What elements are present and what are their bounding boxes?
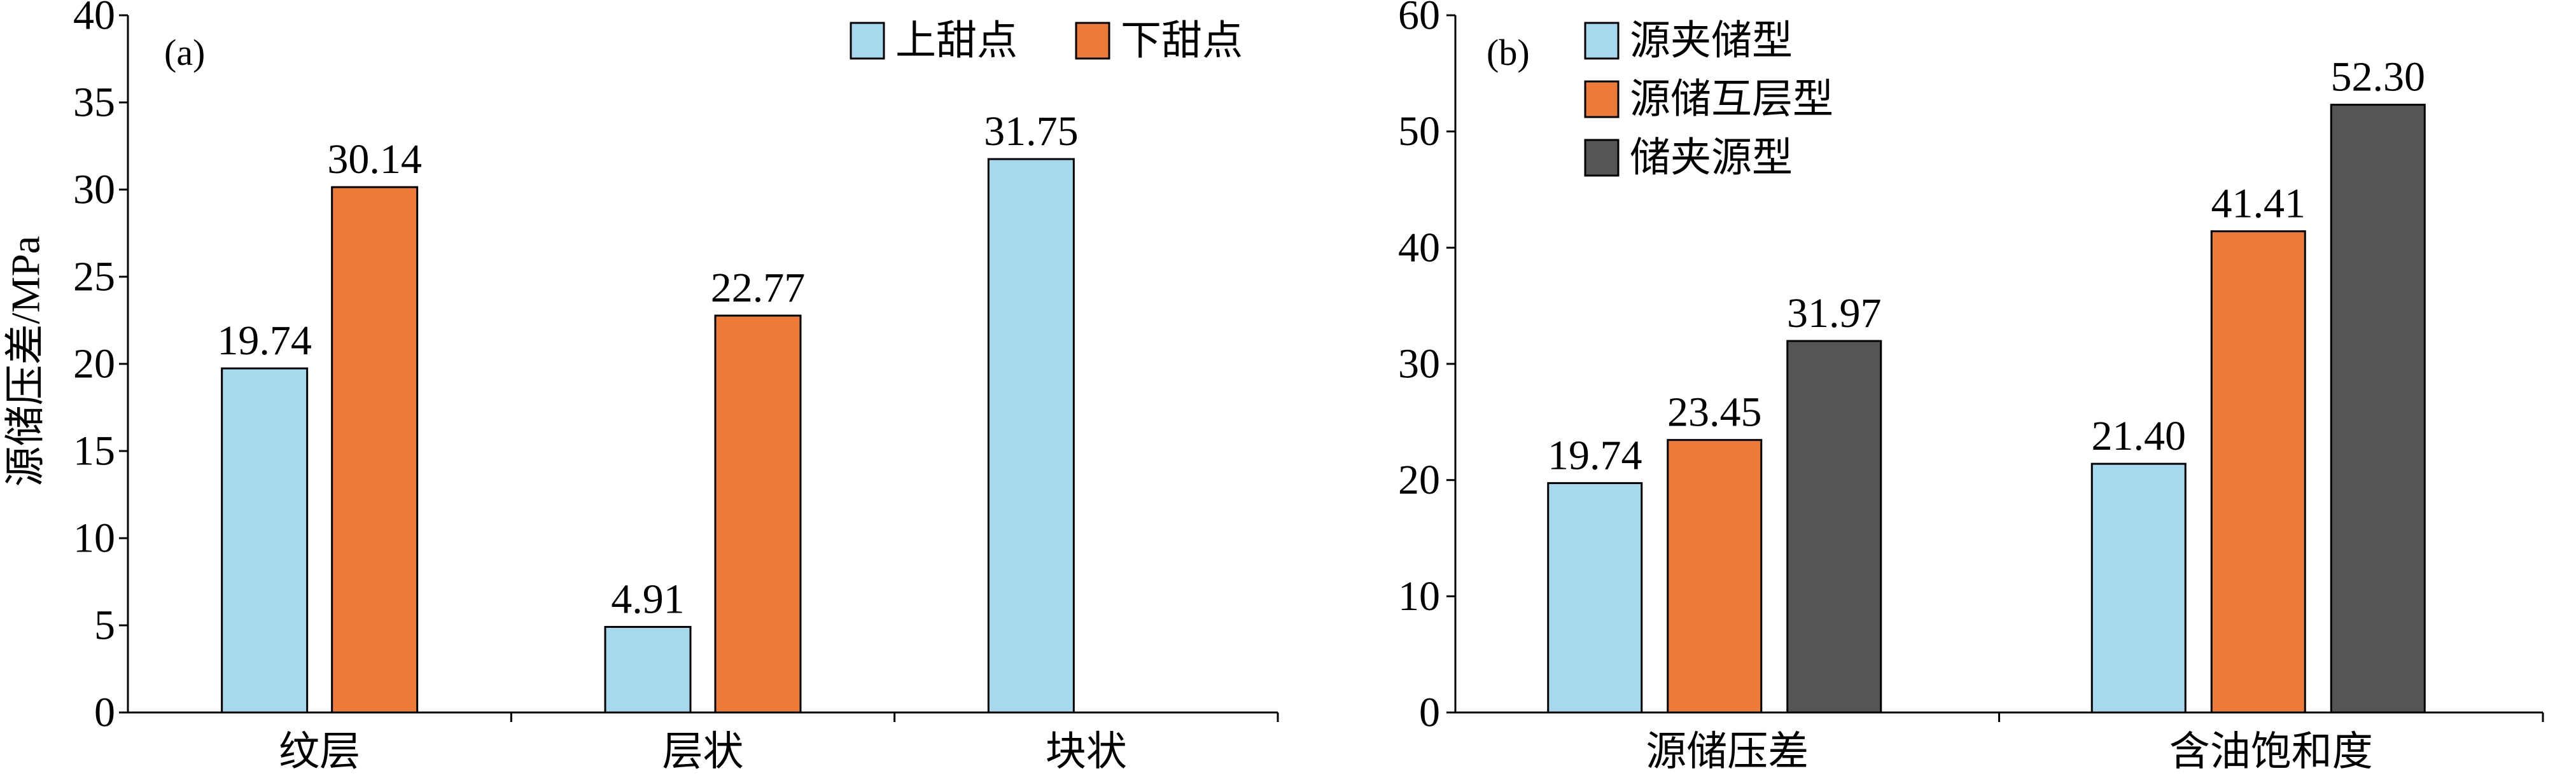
y-tick-label: 10: [1398, 573, 1440, 620]
y-tick-label: 0: [94, 690, 115, 736]
legend-label: 下甜点: [1121, 18, 1243, 64]
data-label: 41.41: [2211, 181, 2306, 227]
data-label: 31.97: [1787, 290, 1882, 337]
data-label: 52.30: [2331, 54, 2426, 101]
bar: [2090, 462, 2187, 714]
data-label: 30.14: [327, 136, 422, 183]
y-tick-label: 5: [94, 602, 115, 649]
legend-swatch: [1584, 22, 1620, 60]
data-label: 19.74: [1548, 432, 1642, 478]
x-tick-label: 块状: [1046, 729, 1127, 774]
y-tick-label: 20: [1398, 457, 1440, 503]
x-tick-label: 纹层: [279, 729, 360, 774]
legend-swatch: [850, 22, 885, 60]
panel-a-label: (a): [164, 32, 205, 73]
bar: [331, 186, 419, 714]
y-tick-label: 40: [1398, 225, 1440, 271]
x-tick-label: 含油饱和度: [2169, 729, 2373, 774]
panel-a-chart: (a) 源储压差/MPa 19.74 30.14 纹层 4.91 22.77 层状 31.7…: [3, 0, 1279, 774]
bar: [1786, 340, 1882, 714]
legend-label: 上甜点: [895, 18, 1018, 64]
legend-swatch: [1584, 139, 1620, 177]
bar: [2210, 230, 2306, 714]
bar: [2330, 104, 2426, 714]
bar: [1667, 439, 1763, 714]
data-label: 31.75: [984, 108, 1079, 155]
data-label: 22.77: [711, 265, 806, 311]
legend-label: 储夹源型: [1630, 135, 1793, 181]
bar: [221, 367, 309, 714]
y-tick-label: 30: [1398, 341, 1440, 387]
y-axis-title: 源储压差/MPa: [3, 236, 48, 487]
y-tick-label: 35: [73, 80, 115, 126]
legend-swatch: [1584, 80, 1620, 118]
y-tick-label: 0: [1419, 690, 1440, 736]
panel-b-label: (b): [1487, 32, 1530, 73]
bar: [1547, 482, 1643, 714]
x-tick-label: 源储压差: [1646, 729, 1809, 774]
data-label: 21.40: [2092, 413, 2187, 459]
y-tick-label: 10: [73, 515, 115, 562]
legend-swatch: [1075, 22, 1110, 60]
x-tick-label: 层状: [662, 729, 744, 774]
bar: [987, 158, 1075, 714]
panel-b-chart: (b) 19.74 23.45 31.97 源储压差 21.40 41.41 52.30 含油…: [1398, 0, 2544, 774]
data-label: 4.91: [611, 576, 685, 622]
y-tick-label: 25: [73, 254, 115, 300]
data-label: 19.74: [217, 317, 312, 364]
y-tick-label: 30: [73, 167, 115, 213]
bar: [604, 625, 692, 714]
y-tick-label: 40: [73, 0, 115, 39]
legend-label: 源储互层型: [1630, 77, 1833, 122]
y-tick-label: 15: [73, 428, 115, 475]
bar: [714, 314, 802, 714]
y-tick-label: 20: [73, 341, 115, 387]
y-tick-label: 50: [1398, 108, 1440, 155]
y-tick-label: 60: [1398, 0, 1440, 39]
data-label: 23.45: [1667, 389, 1762, 436]
legend-label: 源夹储型: [1630, 18, 1793, 64]
